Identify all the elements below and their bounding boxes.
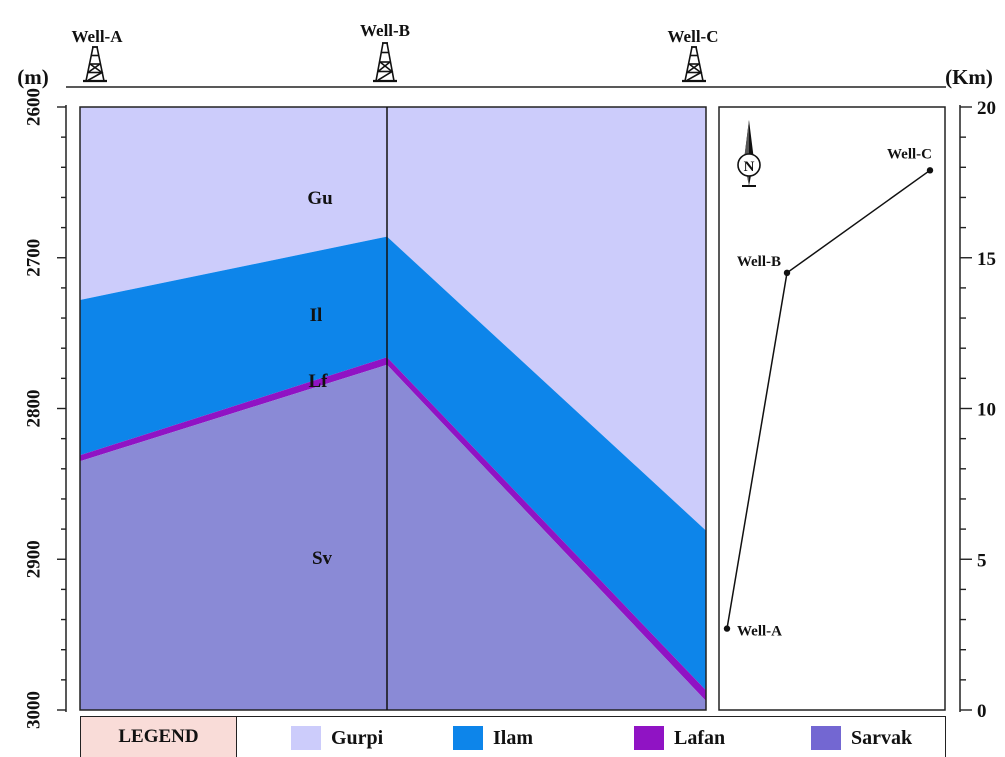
- depth-unit-label: (m): [17, 65, 48, 89]
- label-sv: Sv: [312, 548, 333, 569]
- legend-swatch-ilam: [453, 726, 483, 750]
- sarvak-layer: [80, 364, 706, 710]
- map-point: [723, 625, 731, 632]
- north-arrow-icon: N: [737, 120, 761, 187]
- legend-swatch-gurpi: [291, 726, 321, 750]
- label-lf: Lf: [309, 371, 329, 392]
- legend-title: LEGEND: [81, 717, 237, 757]
- distance-tick-label: 0: [977, 701, 987, 722]
- legend-item-ilam: Ilam: [453, 726, 533, 750]
- well-b-label: Well-B: [360, 21, 410, 40]
- depth-tick-label: 2600: [24, 88, 45, 126]
- legend-item-gurpi: Gurpi: [291, 726, 383, 750]
- derrick-icon: [83, 46, 107, 83]
- well-derricks: [83, 42, 706, 83]
- legend-label-gurpi: Gurpi: [331, 726, 384, 749]
- depth-tick-label: 2700: [24, 239, 45, 277]
- distance-tick-label: 10: [977, 400, 996, 421]
- map-point-label: Well-A: [737, 624, 782, 640]
- depth-axis-ticks: 2600 2700 2800 2900 3000: [24, 88, 66, 729]
- map-point-label: Well-B: [737, 254, 781, 270]
- legend-swatch-sarvak: [811, 726, 841, 750]
- depth-tick-label: 2900: [24, 540, 45, 578]
- well-location-map: Well-A Well-B Well-C: [723, 146, 934, 640]
- label-gu: Gu: [307, 188, 333, 209]
- gurpi-layer: [80, 107, 706, 531]
- legend-item-lafan: Lafan: [634, 726, 725, 750]
- distance-tick-label: 15: [977, 249, 996, 270]
- formation-layers: [80, 107, 706, 710]
- legend-label-ilam: Ilam: [493, 726, 533, 749]
- depth-tick-label: 3000: [24, 691, 45, 729]
- map-point: [783, 269, 791, 277]
- legend: LEGEND Gurpi Ilam Lafan Sarvak: [80, 716, 946, 757]
- legend-item-sarvak: Sarvak: [811, 726, 912, 750]
- well-c-label: Well-C: [668, 27, 719, 46]
- map-point-label: Well-C: [887, 146, 932, 162]
- north-label: N: [744, 159, 755, 175]
- ilam-layer: [80, 236, 706, 691]
- map-point: [926, 167, 934, 174]
- section-panel-border: [79, 106, 707, 711]
- well-a-label: Well-A: [72, 27, 124, 46]
- legend-swatch-lafan: [634, 726, 664, 750]
- distance-unit-label: (Km): [945, 65, 993, 89]
- derrick-icon: [682, 46, 706, 83]
- legend-label-sarvak: Sarvak: [851, 726, 913, 749]
- depth-tick-label: 2800: [24, 390, 45, 428]
- distance-tick-label: 5: [977, 550, 987, 571]
- derrick-icon: [373, 42, 397, 83]
- map-panel-border: [718, 106, 946, 711]
- distance-axis-ticks: 20 15 10 5 0: [960, 98, 996, 722]
- label-il: Il: [310, 305, 323, 326]
- legend-label-lafan: Lafan: [674, 726, 726, 749]
- distance-tick-label: 20: [977, 98, 996, 119]
